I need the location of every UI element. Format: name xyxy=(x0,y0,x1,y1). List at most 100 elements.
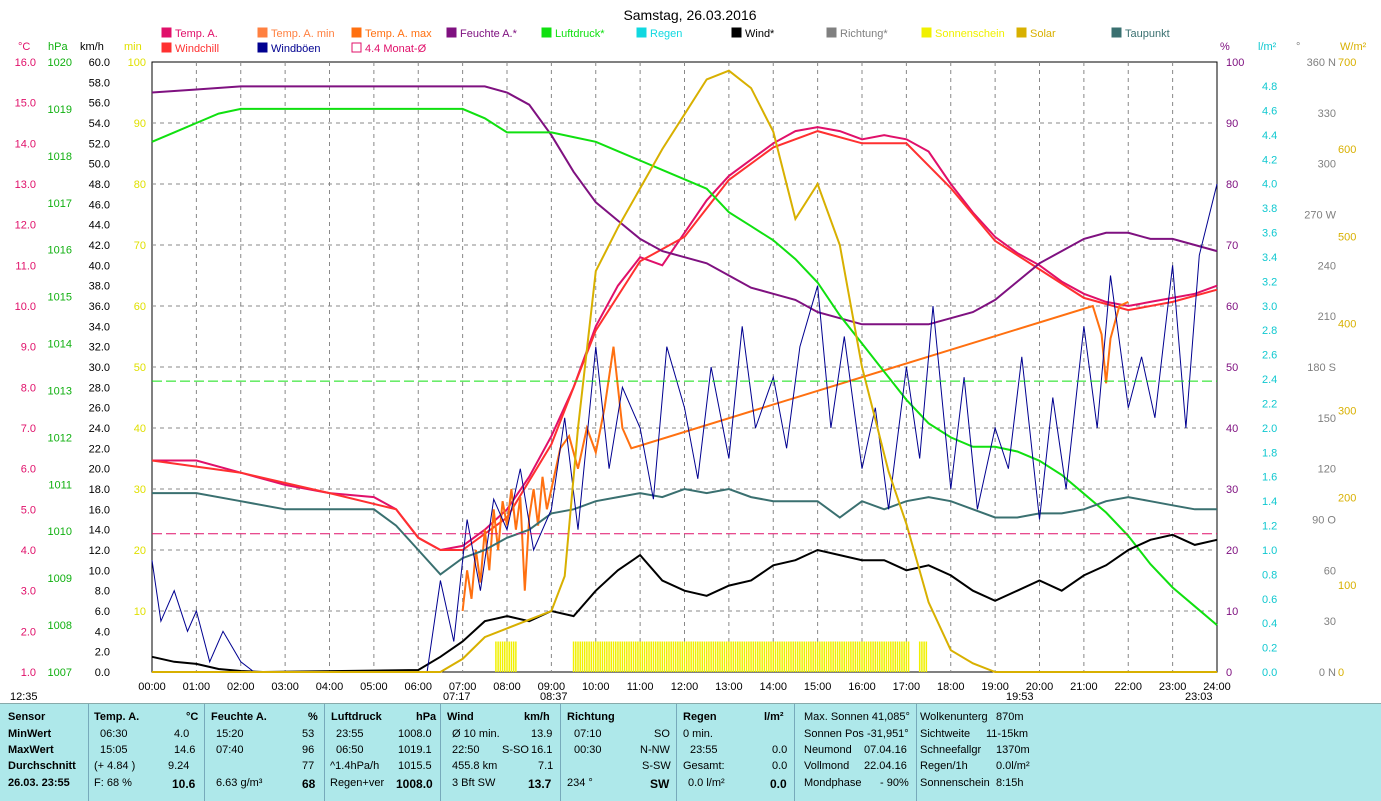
hum-axis-tick-4: 60 xyxy=(1226,301,1238,313)
time-tick-5: 05:00 xyxy=(360,681,388,693)
press-current: 1008.0 xyxy=(396,777,433,791)
cloud-base-value: 870m xyxy=(996,711,1024,723)
snowline-value: 1370m xyxy=(996,744,1030,756)
legend-label-3: Feuchte A.* xyxy=(460,28,518,40)
dir-degrees: 234 ° xyxy=(567,777,593,789)
wind-axis-tick-19: 22.0 xyxy=(89,443,110,455)
stats-panel: Sensor MinWert MaxWert Durchschnitt 26.0… xyxy=(0,703,1381,801)
hum-min-time: 15:20 xyxy=(216,728,244,740)
series-4-line xyxy=(151,107,1218,626)
full-moon-label: Vollmond xyxy=(804,760,850,772)
unit-temp: °C xyxy=(18,41,30,53)
rain-axis-tick-13: 2.2 xyxy=(1262,398,1277,410)
press-axis-tick-9: 1011 xyxy=(48,479,72,491)
rain-axis-tick-23: 0.2 xyxy=(1262,643,1277,655)
press-axis-tick-4: 1016 xyxy=(48,245,72,257)
legend-label-8: Sonnenschein xyxy=(935,28,1005,40)
wind-axis-tick-14: 32.0 xyxy=(89,342,110,354)
temp-feel: F: 68 % xyxy=(94,777,132,789)
rain-axis-tick-20: 0.8 xyxy=(1262,569,1277,581)
temp-axis-tick-12: 4.0 xyxy=(21,545,36,557)
min-axis-tick-9: 10 xyxy=(134,606,146,618)
dir-current: SW xyxy=(650,777,670,791)
wind-axis-tick-12: 36.0 xyxy=(89,301,110,313)
chart-title: Samstag, 26.03.2016 xyxy=(623,7,756,23)
legend-label-9: Solar xyxy=(1030,28,1056,40)
press-axis-tick-10: 1010 xyxy=(48,526,72,538)
time-tick-8: 08:00 xyxy=(493,681,521,693)
temp-max-time: 15:05 xyxy=(100,744,128,756)
rain-axis-tick-11: 2.6 xyxy=(1262,350,1277,362)
legend: Temp. A. Temp. A. min Temp. A. max Feuchte … xyxy=(161,27,1170,55)
rain-axis-tick-8: 3.2 xyxy=(1262,276,1277,288)
wind-axis-tick-11: 38.0 xyxy=(89,281,110,293)
series-layer xyxy=(151,69,1218,674)
hum-axis-tick-0: 100 xyxy=(1226,57,1244,69)
wind-axis-tick-15: 30.0 xyxy=(89,362,110,374)
wind-current: 13.7 xyxy=(528,777,552,791)
solar-axis-tick-7: 0 xyxy=(1338,667,1344,679)
dir-axis-tick-11: 30 xyxy=(1324,616,1336,628)
rain-unit: l/m² xyxy=(764,711,784,723)
rain-axis-tick-4: 4.0 xyxy=(1262,179,1277,191)
wind-axis-tick-8: 44.0 xyxy=(89,220,110,232)
dir-axis-tick-12: 0 N xyxy=(1319,667,1336,679)
legend-swatch-13 xyxy=(351,42,362,53)
unit-labels: °C hPa km/h min % l/m² ° W/m² xyxy=(18,41,1367,53)
temp-axis-tick-0: 16.0 xyxy=(15,57,36,69)
stats-col-sensor: Sensor MinWert MaxWert Durchschnitt 26.0… xyxy=(0,704,89,801)
cloud-base-label: Wolkenunterg xyxy=(920,711,988,723)
press-axis-tick-5: 1015 xyxy=(48,292,72,304)
wind-axis-tick-13: 34.0 xyxy=(89,321,110,333)
rain-axis-tick-18: 1.2 xyxy=(1262,521,1277,533)
dir-max-value: N-NW xyxy=(640,744,670,756)
legend-swatch-12 xyxy=(257,42,268,53)
hum-axis-tick-1: 90 xyxy=(1226,118,1238,130)
wind-axis-tick-9: 42.0 xyxy=(89,240,110,252)
press-max-value: 1019.1 xyxy=(398,744,432,756)
legend-swatch-2 xyxy=(351,27,362,38)
wind-axis-tick-5: 50.0 xyxy=(89,159,110,171)
rain-axis-tick-5: 3.8 xyxy=(1262,203,1277,215)
temp-axis-tick-7: 9.0 xyxy=(21,342,36,354)
min-axis-tick-2: 80 xyxy=(134,179,146,191)
wind-axis-tick-1: 58.0 xyxy=(89,77,110,89)
press-axis-tick-2: 1018 xyxy=(48,151,72,163)
time-tick-1: 01:00 xyxy=(183,681,211,693)
press-min-value: 1008.0 xyxy=(398,728,432,740)
stats-col-direction: Richtung 07:10 SO 00:30 N-NW S-SW 234 ° … xyxy=(560,704,677,801)
wind-axis-tick-20: 20.0 xyxy=(89,464,110,476)
legend-label-10: Taupunkt xyxy=(1125,28,1170,40)
legend-label-2: Temp. A. max xyxy=(365,28,432,40)
legend-swatch-8 xyxy=(921,27,932,38)
stats-col-temp: Temp. A. °C 06:30 4.0 15:05 14.6 (+ 4.84… xyxy=(88,704,205,801)
hum-axis-tick-6: 40 xyxy=(1226,423,1238,435)
snowline-label: Schneefallgr xyxy=(920,744,982,756)
rain-axis-tick-21: 0.6 xyxy=(1262,594,1277,606)
wind-axis-tick-3: 54.0 xyxy=(89,118,110,130)
wind-axis-tick-2: 56.0 xyxy=(89,98,110,110)
max-sun-elevation: Max. Sonnen 41,085° xyxy=(804,711,910,723)
visibility-value: 11-15km xyxy=(986,728,1028,740)
min-axis-tick-5: 50 xyxy=(134,362,146,374)
time-markers: 12:35 07:17 08:37 19:53 23:03 xyxy=(10,691,1213,703)
rain-axis-tick-22: 0.4 xyxy=(1262,618,1277,630)
sunshine-value: 8:15h xyxy=(996,777,1024,789)
wind-avg: 7.1 xyxy=(538,760,554,772)
wind-axis-tick-6: 48.0 xyxy=(89,179,110,191)
rain-axis-tick-2: 4.4 xyxy=(1262,130,1277,142)
series-8-line xyxy=(152,69,1217,673)
wind-max-time: 22:50 xyxy=(452,744,480,756)
wind-header: Wind xyxy=(447,711,474,723)
dir-header: Richtung xyxy=(567,711,615,723)
time-tick-18: 18:00 xyxy=(937,681,965,693)
wind-10min-label: Ø 10 min. xyxy=(452,728,500,740)
wind-axis-tick-24: 12.0 xyxy=(89,545,110,557)
marker-solar-noon: 08:37 xyxy=(540,691,568,703)
dir-max-time: 00:30 xyxy=(574,744,602,756)
legend-label-0: Temp. A. xyxy=(175,28,218,40)
dir-axis-tick-2: 300 xyxy=(1318,159,1336,171)
dir-axis-tick-0: 360 N xyxy=(1307,57,1336,69)
press-axis-tick-6: 1014 xyxy=(48,339,72,351)
series-6-line xyxy=(151,533,1218,674)
